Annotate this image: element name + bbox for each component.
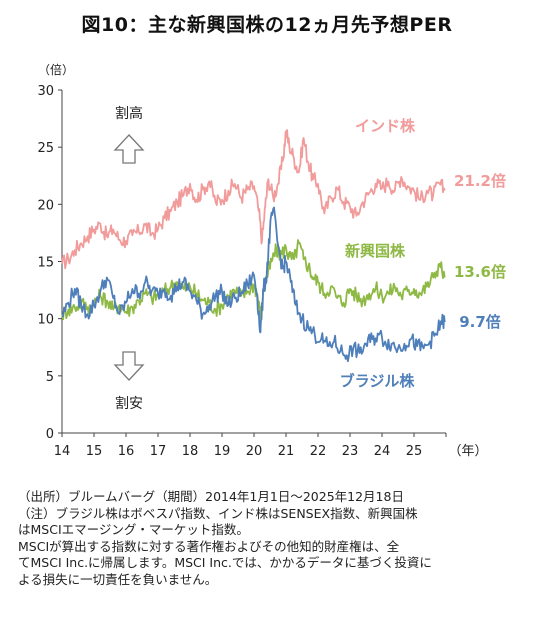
low-annotation: 割安 — [115, 395, 143, 412]
series-end-label: 21.2倍 — [454, 172, 506, 190]
note-line: よる損失に一切責任を負いません。 — [18, 571, 218, 587]
series-layer — [61, 129, 446, 363]
series-name-label: 新興国株 — [345, 242, 406, 260]
chart-axes: 0 5 10 15 20 25 30 （倍） 14 15 16 17 18 19 20 21 22 23 24 25 （… — [37, 62, 487, 459]
x-tick-label: 14 — [54, 444, 71, 459]
up-arrow-icon — [113, 134, 145, 164]
note-line: （注）ブラジル株はボベスパ指数、インド株はSENSEX指数、新興国株 — [18, 505, 418, 521]
x-tick-label: 21 — [278, 444, 295, 459]
y-tick-label: 10 — [37, 313, 54, 328]
source-notes: （出所）ブルームバーグ（期間）2014年1月1日～2025年12月18日 （注）… — [18, 489, 526, 588]
y-tick-label: 30 — [37, 84, 54, 99]
note-line: MSCIが算出する指数に対する著作権およびその他知的財産権は、全 — [18, 538, 400, 554]
note-line: てMSCI Inc.に帰属します。MSCI Inc.では、かかるデータに基づく投… — [18, 555, 432, 570]
y-tick-label: 25 — [37, 141, 54, 156]
note-line: （出所）ブルームバーグ（期間）2014年1月1日～2025年12月18日 — [18, 489, 404, 504]
y-tick-label: 5 — [46, 370, 54, 385]
series-end-label: 13.6倍 — [454, 263, 506, 281]
x-tick-label: 20 — [246, 444, 263, 459]
y-tick-label: 0 — [46, 427, 54, 442]
x-tick-label: 17 — [150, 444, 167, 459]
series-name-label: ブラジル株 — [340, 372, 416, 390]
y-tick-label: 20 — [37, 198, 54, 213]
series-line — [61, 129, 446, 270]
y-tick-label: 15 — [37, 256, 54, 271]
x-tick-label: 24 — [374, 444, 391, 459]
x-tick-label: 19 — [214, 444, 231, 459]
x-tick-label: 16 — [118, 444, 135, 459]
line-chart: 0 5 10 15 20 25 30 （倍） 14 15 16 17 18 19 20 21 22 23 24 25 （… — [37, 62, 506, 459]
down-arrow-icon — [113, 351, 145, 381]
x-tick-label: 22 — [310, 444, 327, 459]
series-end-label: 9.7倍 — [459, 313, 501, 331]
x-tick-label: 25 — [406, 444, 423, 459]
series-name-label: インド株 — [355, 117, 416, 135]
high-annotation: 割高 — [115, 105, 143, 122]
note-line: はMSCIエマージング・マーケット指数。 — [18, 522, 249, 537]
series-line — [61, 206, 446, 363]
x-tick-label: 15 — [86, 444, 103, 459]
x-tick-label: 18 — [182, 444, 199, 459]
chart-title: 図10：主な新興国株の12ヵ月先予想PER — [81, 14, 453, 36]
x-axis-label: （年） — [448, 444, 487, 459]
y-axis-label: （倍） — [38, 62, 74, 77]
x-tick-label: 23 — [342, 444, 359, 459]
